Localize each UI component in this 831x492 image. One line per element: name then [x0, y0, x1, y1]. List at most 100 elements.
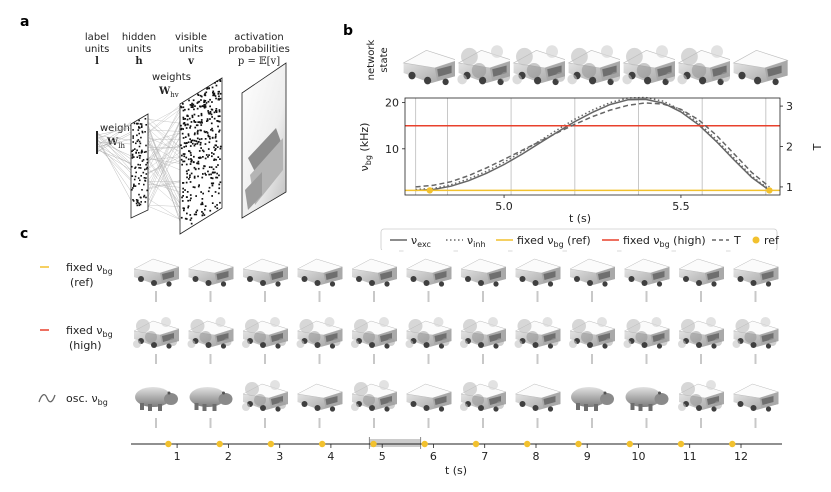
visible-unit — [180, 106, 183, 109]
legend-exc-label: νexc — [411, 234, 431, 249]
visible-unit — [180, 105, 182, 108]
sample-image — [567, 375, 617, 413]
visible-unit — [184, 142, 187, 145]
sample-image — [131, 375, 181, 413]
visible-units-layer — [179, 77, 223, 235]
hidden-unit — [143, 194, 146, 197]
visible-unit — [189, 174, 191, 177]
visible-unit — [206, 120, 208, 122]
ref-sample-marker — [524, 440, 531, 448]
time-axis-tick-label: 6 — [430, 450, 437, 463]
visible-unit — [203, 105, 205, 108]
time-axis-tick-label: 8 — [533, 450, 540, 463]
chart-b-xlabel: t (s) — [569, 212, 591, 225]
hidden-unit — [141, 131, 144, 134]
visible-unit — [218, 183, 221, 186]
visible-unit — [211, 195, 213, 197]
hidden-unit — [139, 167, 142, 169]
sample-image — [730, 249, 781, 289]
connection-lh — [97, 121, 132, 153]
hidden-unit — [132, 187, 134, 189]
visible-unit — [204, 157, 207, 160]
visible-unit — [183, 122, 186, 124]
visible-unit — [184, 118, 186, 120]
hidden-unit — [139, 157, 141, 159]
visible-unit — [186, 212, 188, 215]
connection-hv — [147, 111, 181, 164]
connection-hv — [147, 120, 181, 188]
visible-unit — [204, 92, 206, 95]
hidden-unit — [140, 123, 143, 125]
visible-unit — [213, 158, 216, 161]
visible-unit — [198, 184, 200, 186]
visible-unit — [190, 217, 193, 220]
visible-unit — [186, 172, 188, 175]
visible-unit — [193, 108, 195, 111]
hidden-unit — [144, 168, 146, 171]
visible-unit — [197, 162, 200, 165]
hidden-unit — [133, 183, 135, 186]
chart-b-ytick-label: 10 — [385, 143, 399, 156]
visible-unit — [192, 106, 194, 109]
hidden-unit — [138, 127, 141, 129]
visible-unit — [203, 99, 206, 102]
connection-lh — [97, 124, 132, 145]
hidden-unit — [141, 149, 143, 152]
connection-hv — [147, 206, 181, 220]
hidden-unit — [145, 144, 147, 147]
connection-hv — [147, 122, 181, 198]
visible-unit — [211, 202, 214, 204]
visible-unit — [201, 105, 204, 107]
visible-unit — [180, 124, 182, 127]
visible-unit — [183, 155, 186, 158]
visible-unit — [211, 116, 213, 118]
visible-unit — [190, 158, 192, 160]
sample-image-content — [676, 312, 726, 350]
hidden-unit — [140, 150, 143, 153]
visible-unit — [185, 196, 188, 198]
visible-unit — [185, 170, 188, 173]
sample-image-content — [513, 312, 563, 350]
hidden-unit — [138, 119, 140, 122]
hidden-unit — [132, 199, 134, 201]
visible-unit — [192, 186, 195, 188]
visible-unit — [189, 181, 192, 183]
row-high-label-2: (high) — [69, 339, 102, 352]
visible-unit — [200, 124, 203, 126]
visible-unit — [186, 118, 189, 121]
visible-unit — [205, 174, 207, 176]
hidden-unit — [143, 196, 145, 198]
network-state-image — [399, 38, 461, 88]
hidden-unit — [131, 175, 134, 177]
visible-unit — [194, 105, 196, 107]
sample-image — [512, 249, 563, 289]
visible-unit — [217, 93, 220, 95]
visible-unit — [188, 99, 190, 102]
visible-unit — [201, 198, 204, 200]
visible-unit — [180, 158, 183, 161]
hidden-unit — [137, 177, 140, 179]
visible-unit — [204, 208, 206, 211]
visible-unit — [200, 191, 202, 193]
visible-unit — [214, 205, 217, 208]
visible-unit — [202, 192, 204, 195]
hidden-unit — [131, 157, 134, 159]
visible-unit — [184, 189, 186, 191]
sample-image — [349, 312, 399, 350]
col-label-units-line1: label — [85, 32, 109, 43]
hidden-unit — [138, 167, 140, 169]
panel-letter-b: b — [343, 23, 353, 39]
visible-units-frame — [179, 77, 223, 235]
visible-unit — [200, 138, 203, 140]
hidden-unit — [133, 156, 135, 158]
sample-image — [186, 312, 236, 350]
network-state-image-content — [675, 39, 735, 87]
sample-image-content — [458, 312, 508, 350]
visible-unit — [193, 186, 196, 189]
chart-b-ticks: 5.0 5.5 10 20 1 2 3 — [385, 97, 793, 213]
visible-unit — [188, 178, 190, 180]
panel-letter-c: c — [20, 226, 28, 242]
chart-b-grid — [415, 98, 767, 195]
visible-unit — [211, 152, 213, 154]
